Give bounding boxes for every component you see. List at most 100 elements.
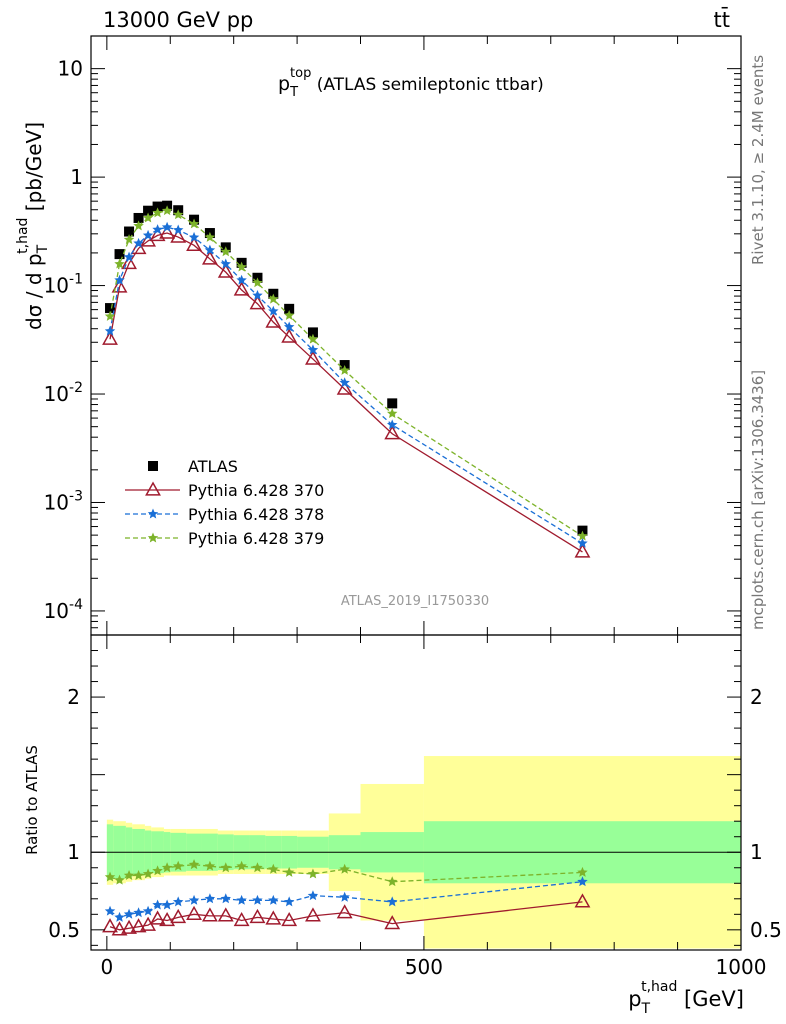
main-data-point <box>104 325 116 336</box>
legend-label: Pythia 6.428 379 <box>188 529 324 548</box>
main-y-tick-exp: -3 <box>69 488 83 504</box>
title-sup: top <box>290 66 311 81</box>
xlabel-rest: [GeV] <box>677 987 744 1011</box>
ratio-data-point <box>236 894 247 905</box>
ratio-data-point <box>130 918 147 933</box>
ratio-y-tick-label-left: 1 <box>67 840 80 864</box>
main-data-point <box>220 246 231 257</box>
main-data-point <box>339 377 350 388</box>
main-data-point <box>149 226 166 242</box>
xlabel: pTt,had [GeV] <box>628 979 744 1017</box>
main-data-point <box>152 224 163 235</box>
ratio-data-point <box>102 918 118 933</box>
main-data-point <box>577 537 588 548</box>
main-y-tick-base: 10 <box>44 490 69 514</box>
ratio-series-line <box>109 901 583 931</box>
main-data-point <box>133 237 144 248</box>
ratio-data-point <box>305 907 321 922</box>
ratio-data-point <box>142 905 154 916</box>
main-ylabel-unit: [pb/GeV] <box>22 122 46 218</box>
ratio-axes: 0 500 1000 0.5 0.5 1 1 2 2 <box>48 634 782 979</box>
legend-label: ATLAS <box>188 457 238 476</box>
side-text-mcplots: mcplots.cern.ch [arXiv:1306.3436] <box>749 370 767 630</box>
ratio-data-point <box>307 890 319 901</box>
main-data-point <box>252 277 263 288</box>
x-tick-label: 500 <box>405 955 443 979</box>
main-data-point <box>307 333 319 344</box>
ratio-data-point <box>133 907 144 918</box>
ratio-data-point <box>577 876 588 887</box>
main-data-point <box>268 305 279 316</box>
main-y-tick-base: 1 <box>70 165 83 189</box>
main-ylabel-d: dσ / d p <box>22 253 46 330</box>
ratio-data-point <box>249 908 266 924</box>
ratio-series-group <box>102 859 591 936</box>
ratio-data-point <box>142 868 154 879</box>
main-data-point <box>577 530 588 541</box>
ratio-data-point <box>152 899 163 910</box>
main-data-point <box>124 226 135 237</box>
main-y-tick-base: 10 <box>58 57 83 81</box>
ratio-data-point <box>201 907 218 922</box>
ratio-y-tick-label-right: 2 <box>750 685 763 709</box>
ratio-data-point <box>233 911 250 927</box>
ratio-data-point <box>281 911 298 927</box>
ratio-data-point <box>574 893 591 908</box>
plot-title: pTtop (ATLAS semileptonic ttbar) <box>278 66 544 100</box>
main-data-point <box>268 293 279 304</box>
ratio-data-point <box>172 860 184 871</box>
xlabel-p: p <box>628 987 641 1011</box>
ratio-data-point <box>307 868 319 879</box>
main-data-point <box>104 310 116 321</box>
main-data-point <box>143 205 154 216</box>
ratio-data-point <box>217 907 234 922</box>
ratio-data-point <box>161 899 173 910</box>
main-data-point <box>159 224 176 239</box>
ratio-data-point <box>204 893 216 904</box>
ratio-data-point <box>170 908 187 924</box>
header-left: 13000 GeV pp <box>103 8 253 32</box>
ratio-data-point <box>336 904 353 919</box>
main-data-point <box>252 289 263 300</box>
main-data-point <box>142 229 154 240</box>
legend-label: Pythia 6.428 370 <box>188 481 324 500</box>
ratio-data-point <box>283 866 295 877</box>
ratio-data-point <box>188 859 200 870</box>
main-y-tick-label: 10-2 <box>44 380 83 406</box>
ratio-data-point <box>220 862 231 873</box>
ratio-data-point <box>104 905 116 916</box>
ratio-data-point <box>104 871 116 882</box>
main-data-point <box>220 258 231 269</box>
main-data-point <box>114 258 125 269</box>
main-data-point <box>142 212 154 223</box>
main-y-tick-base: 10 <box>44 274 69 298</box>
title-rest: (ATLAS semileptonic ttbar) <box>311 75 543 95</box>
ratio-data-point <box>111 921 128 936</box>
xlabel-sub: T <box>641 1001 651 1017</box>
main-data-point <box>102 330 118 345</box>
ratio-data-point <box>252 894 263 905</box>
main-series-group <box>102 200 591 558</box>
title-p: p <box>278 73 290 95</box>
ratio-data-point <box>161 862 173 873</box>
main-y-tick-label: 1 <box>70 165 83 189</box>
main-data-point <box>236 274 247 285</box>
main-ylabel-sup: t,had <box>15 218 31 254</box>
main-data-point <box>386 408 398 419</box>
main-data-point <box>283 309 295 320</box>
ratio-data-point <box>172 896 184 907</box>
main-y-tick-label: 10-1 <box>44 272 83 298</box>
main-data-point <box>121 254 137 270</box>
main-data-point <box>161 205 173 216</box>
ratio-data-point <box>159 911 176 927</box>
main-data-point <box>384 425 401 440</box>
main-data-point <box>105 303 116 314</box>
main-data-point <box>249 295 266 310</box>
main-data-point <box>217 263 234 278</box>
main-data-point <box>236 261 247 272</box>
main-data-point <box>172 224 184 235</box>
x-tick-label: 1000 <box>716 955 767 979</box>
main-y-tick-exp: -1 <box>69 272 83 288</box>
main-data-point <box>170 228 187 243</box>
